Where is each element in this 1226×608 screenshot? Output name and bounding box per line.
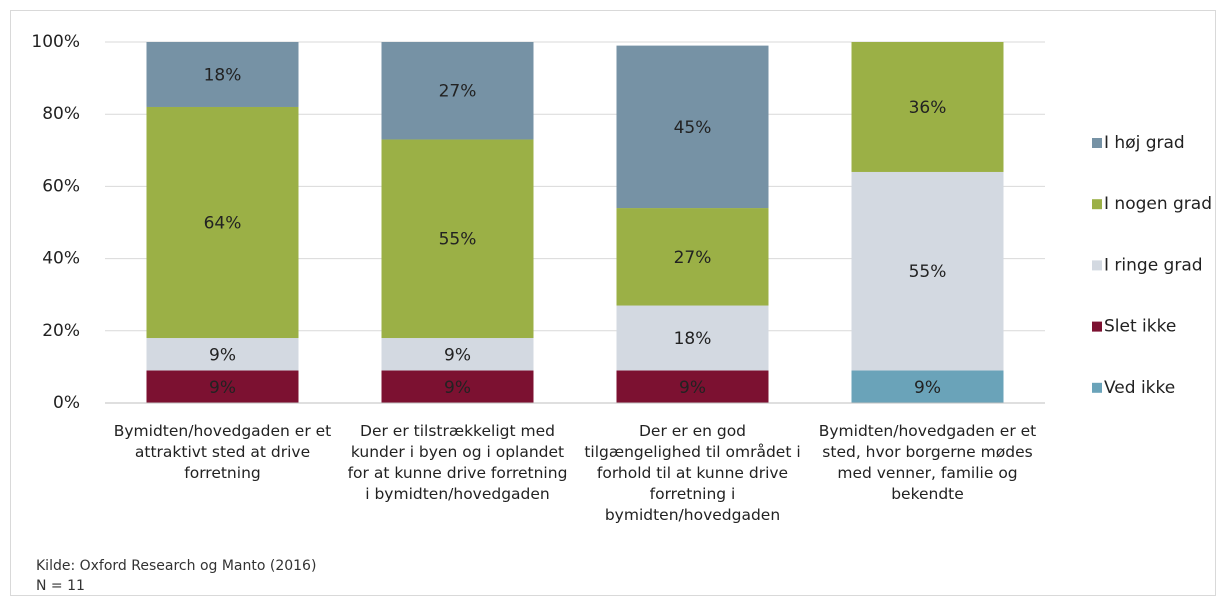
data-label: 55% [439, 230, 477, 250]
data-label: 18% [674, 329, 712, 349]
legend-swatch [1092, 138, 1102, 148]
bar-segment [146, 106, 299, 339]
bar-segment [851, 171, 1004, 371]
bar-segment [381, 139, 534, 339]
bar-segment [851, 42, 1004, 172]
data-label: 9% [679, 378, 706, 398]
y-tick-label: 40% [42, 249, 80, 269]
legend-label: I ringe grad [1104, 255, 1203, 275]
legend-swatch [1092, 260, 1102, 271]
note: Kilde: Oxford Research og Manto (2016) [36, 558, 317, 574]
bar-segment [616, 45, 769, 209]
note: N = 11 [36, 578, 85, 594]
data-label: 9% [209, 345, 236, 365]
data-label: 45% [674, 118, 712, 138]
x-tick-label: Der er tilstrækkeligt med kunder i byen … [347, 422, 568, 503]
x-tick-label: Der er en god tilgængelighed til området… [584, 422, 801, 524]
data-label: 55% [909, 262, 947, 282]
bar-segment [381, 338, 534, 371]
y-tick-label: 80% [42, 104, 80, 124]
data-label: 18% [204, 65, 242, 85]
legend-swatch [1092, 199, 1102, 210]
data-label: 27% [674, 248, 712, 268]
x-tick-label: Bymidten/hovedgaden er et attraktivt ste… [113, 422, 332, 482]
y-tick-label: 0% [53, 393, 80, 413]
bar-segment [146, 370, 299, 403]
bar-segment [616, 370, 769, 403]
data-label: 64% [204, 214, 242, 234]
data-label: 27% [439, 82, 477, 102]
data-label: 9% [444, 378, 471, 398]
data-label: 9% [914, 378, 941, 398]
bar-segment [146, 338, 299, 371]
x-tick-label: Bymidten/hovedgaden er et sted, hvor bor… [818, 422, 1037, 503]
bar-segment [616, 305, 769, 371]
data-label: 36% [909, 98, 947, 118]
legend-swatch [1092, 382, 1102, 393]
bar-segment [616, 208, 769, 306]
data-label: 9% [209, 378, 236, 398]
bar-segment [146, 42, 299, 107]
legend-swatch [1092, 321, 1102, 332]
frame [10, 10, 1216, 596]
y-tick-label: 100% [31, 32, 80, 52]
legend-label: I høj grad [1104, 133, 1185, 153]
bar-segment [851, 370, 1004, 403]
y-tick-label: 60% [42, 176, 80, 196]
bar-segment [381, 42, 534, 140]
bar-segment [381, 370, 534, 403]
legend-label: Ved ikke [1104, 378, 1175, 398]
legend-label: Slet ikke [1104, 317, 1176, 337]
data-label: 9% [444, 345, 471, 365]
legend-label: I nogen grad [1104, 194, 1212, 214]
y-tick-label: 20% [42, 321, 80, 341]
